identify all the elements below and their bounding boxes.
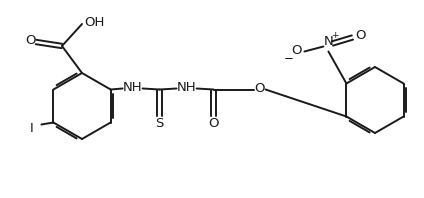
Text: O: O (25, 34, 35, 48)
Text: N: N (324, 35, 333, 48)
Text: O: O (355, 29, 365, 42)
Text: −: − (284, 52, 293, 65)
Text: I: I (30, 122, 33, 135)
Text: O: O (254, 82, 265, 95)
Text: OH: OH (84, 15, 104, 29)
Text: O: O (208, 117, 219, 130)
Text: +: + (331, 31, 338, 40)
Text: NH: NH (177, 81, 196, 94)
Text: S: S (155, 117, 164, 130)
Text: O: O (291, 44, 301, 57)
Text: NH: NH (123, 81, 142, 94)
